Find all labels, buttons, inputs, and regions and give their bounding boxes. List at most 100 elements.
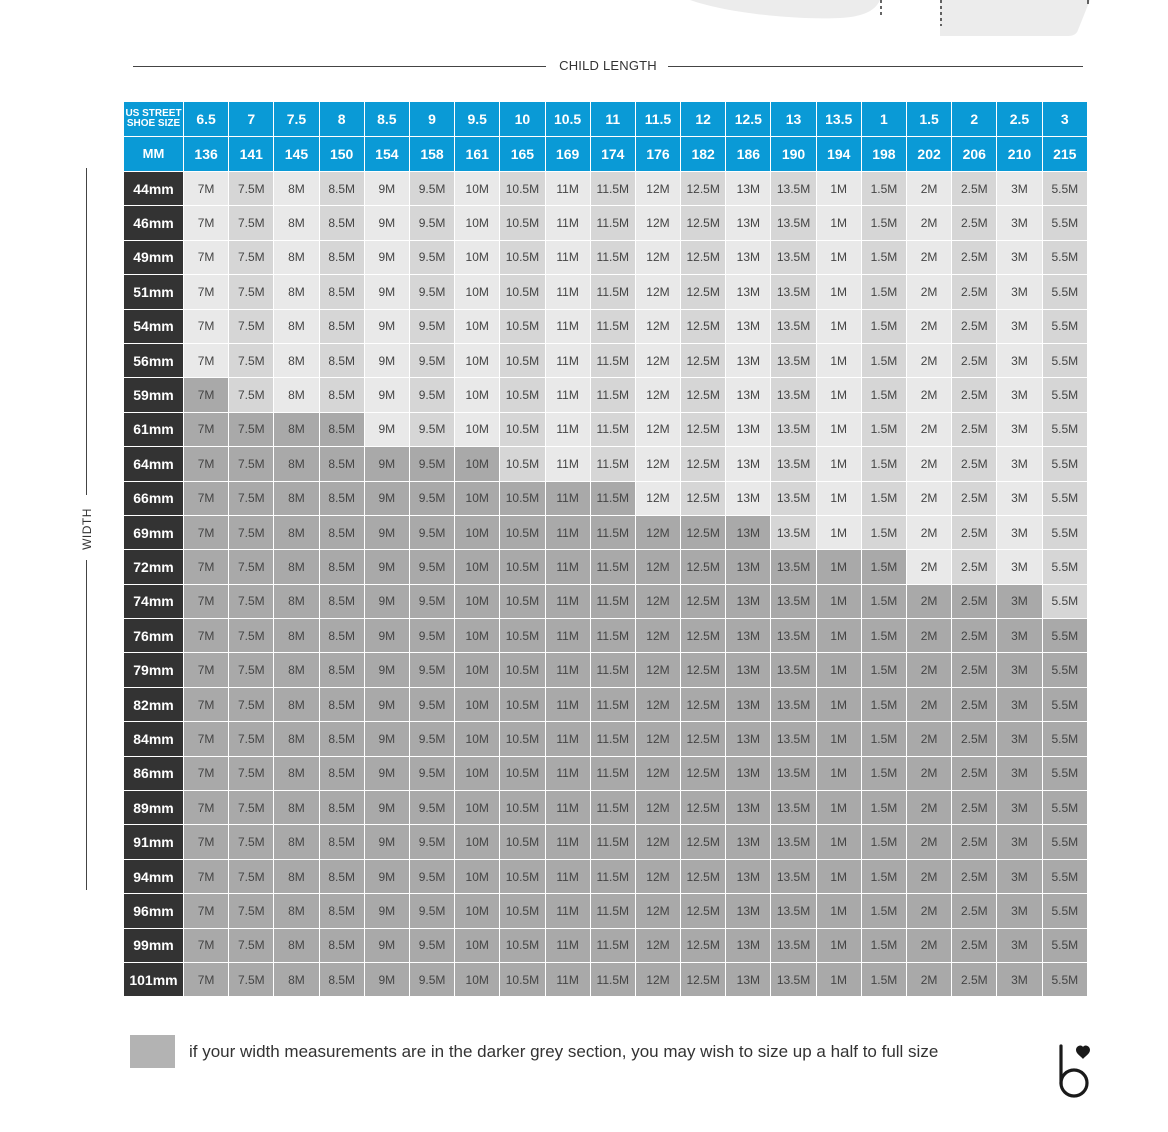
size-cell: 13M	[725, 927, 772, 963]
size-cell: 8.5M	[318, 205, 365, 241]
size-cell: 12.5M	[680, 686, 727, 723]
size-cell: 13M	[725, 583, 772, 620]
size-cell: 13.5M	[770, 652, 817, 688]
us-street-shoe-size-label: US STREET SHOE SIZE	[123, 101, 184, 137]
size-cell: 3M	[996, 446, 1043, 482]
size-cell: 2.5M	[951, 170, 998, 207]
size-cell: 13.5M	[770, 239, 817, 276]
size-cell: 7.5M	[228, 170, 275, 207]
table-row: 101mm 7M 7.5M 8M 8.5M 9M 9.5M 10M 10.5M 11M 11.5M 1…	[123, 961, 1089, 998]
size-cell: 7M	[182, 618, 230, 654]
size-cell: 11.5M	[589, 342, 636, 379]
size-cell: 12M	[634, 480, 682, 516]
size-cell: 13.5M	[770, 583, 817, 620]
size-cell: 12.5M	[680, 308, 727, 344]
size-cell: 10.5M	[499, 927, 546, 963]
mm-header: 210	[996, 136, 1043, 172]
size-cell: 8M	[273, 205, 320, 241]
mm-header: 150	[318, 136, 365, 172]
size-cell: 2.5M	[951, 377, 998, 413]
size-cell: 1M	[815, 927, 862, 963]
size-cell: 13M	[725, 618, 772, 654]
size-cell: 9.5M	[408, 652, 456, 688]
size-cell: 13M	[725, 721, 772, 757]
size-cell: 12M	[634, 686, 682, 723]
size-cell: 11M	[544, 790, 591, 826]
size-cell: 11M	[544, 686, 591, 723]
size-cell: 2.5M	[951, 721, 998, 757]
size-cell: 5.5M	[1041, 618, 1089, 654]
size-cell: 13M	[725, 205, 772, 241]
size-cell: 1M	[815, 824, 862, 860]
size-chart-table: US STREET SHOE SIZE 6.5 7 7.5 8 8.5 9 9.5 10 10.5…	[123, 101, 1089, 998]
us-size-header: 8	[318, 101, 365, 137]
width-row-header: 94mm	[123, 858, 184, 895]
size-cell: 9M	[363, 755, 410, 792]
size-cell: 2.5M	[951, 308, 998, 344]
size-cell: 2.5M	[951, 858, 998, 895]
size-cell: 1M	[815, 411, 862, 448]
size-cell: 11M	[544, 961, 591, 998]
size-cell: 12.5M	[680, 652, 727, 688]
size-cell: 7M	[182, 342, 230, 379]
size-cell: 8M	[273, 308, 320, 344]
size-cell: 2M	[905, 342, 953, 379]
width-row-header: 99mm	[123, 927, 184, 963]
size-cell: 2M	[905, 446, 953, 482]
size-cell: 12M	[634, 514, 682, 551]
table-row: 94mm 7M 7.5M 8M 8.5M 9M 9.5M 10M 10.5M 11M 11.5M 12…	[123, 858, 1089, 895]
size-cell: 2M	[905, 927, 953, 963]
size-cell: 2M	[905, 480, 953, 516]
size-cell: 3M	[996, 790, 1043, 826]
size-cell: 9M	[363, 790, 410, 826]
us-size-header: 11	[589, 101, 636, 137]
size-cell: 8M	[273, 446, 320, 482]
size-cell: 12M	[634, 411, 682, 448]
size-cell: 11M	[544, 411, 591, 448]
size-cell: 2M	[905, 583, 953, 620]
size-cell: 10.5M	[499, 652, 546, 688]
size-cell: 1.5M	[860, 480, 908, 516]
size-cell: 5.5M	[1041, 893, 1089, 929]
size-cell: 10M	[454, 411, 501, 448]
size-cell: 12.5M	[680, 239, 727, 276]
size-cell: 12.5M	[680, 342, 727, 379]
size-cell: 3M	[996, 274, 1043, 310]
width-row-header: 66mm	[123, 480, 184, 516]
size-cell: 12M	[634, 961, 682, 998]
size-cell: 8.5M	[318, 721, 365, 757]
size-cell: 12.5M	[680, 618, 727, 654]
mm-header-row: MM 136 141 145 150 154 158 161 165 169 174 176 182 1…	[123, 136, 1089, 172]
size-cell: 7.5M	[228, 514, 275, 551]
size-cell: 2.5M	[951, 411, 998, 448]
size-cell: 2.5M	[951, 961, 998, 998]
us-size-header: 9.5	[454, 101, 501, 137]
size-cell: 13.5M	[770, 721, 817, 757]
size-cell: 2.5M	[951, 274, 998, 310]
size-cell: 10M	[454, 549, 501, 585]
size-table-body: 44mm 7M 7.5M 8M 8.5M 9M 9.5M 10M 10.5M 11M 11.5M 12…	[123, 170, 1089, 998]
size-cell: 10.5M	[499, 858, 546, 895]
size-cell: 5.5M	[1041, 274, 1089, 310]
size-cell: 3M	[996, 170, 1043, 207]
us-size-header: 11.5	[634, 101, 682, 137]
size-cell: 7M	[182, 652, 230, 688]
size-cell: 8.5M	[318, 755, 365, 792]
table-row: 84mm 7M 7.5M 8M 8.5M 9M 9.5M 10M 10.5M 11M 11.5M 12…	[123, 721, 1089, 757]
size-cell: 2M	[905, 514, 953, 551]
size-cell: 1.5M	[860, 618, 908, 654]
size-cell: 7.5M	[228, 274, 275, 310]
size-cell: 7M	[182, 411, 230, 448]
b-heart-logo-icon	[1059, 1044, 1090, 1098]
size-cell: 1M	[815, 342, 862, 379]
us-size-header: 2	[951, 101, 998, 137]
size-cell: 5.5M	[1041, 824, 1089, 860]
size-cell: 2M	[905, 549, 953, 585]
size-cell: 13M	[725, 239, 772, 276]
size-cell: 2.5M	[951, 927, 998, 963]
size-cell: 12M	[634, 583, 682, 620]
size-cell: 13M	[725, 858, 772, 895]
size-cell: 12M	[634, 239, 682, 276]
size-cell: 8M	[273, 583, 320, 620]
width-row-header: 91mm	[123, 824, 184, 860]
